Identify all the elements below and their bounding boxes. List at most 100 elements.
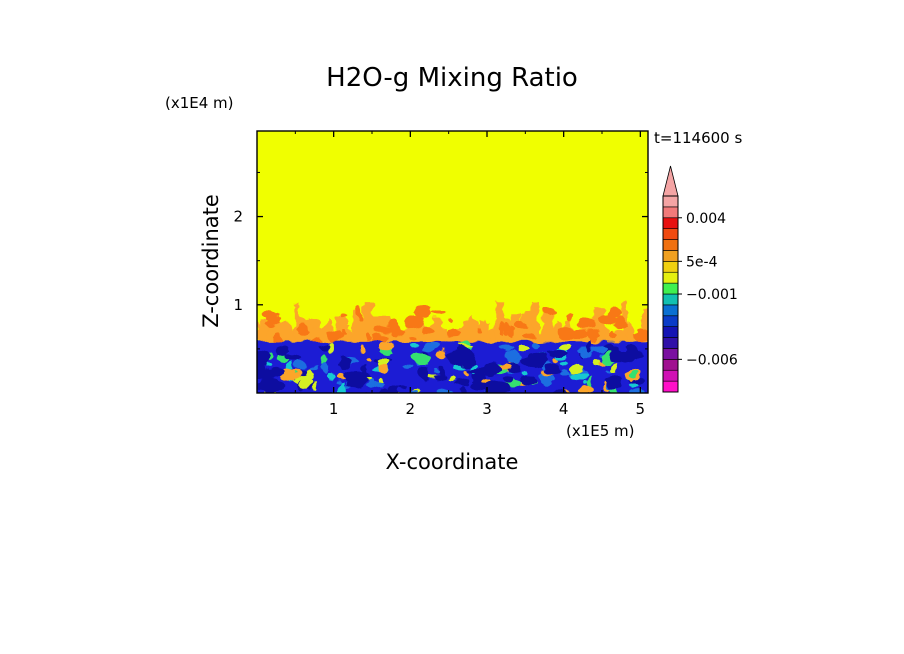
mixing-blob xyxy=(297,322,309,335)
layer-blob xyxy=(410,343,416,349)
layer-core xyxy=(617,349,636,362)
layer-core xyxy=(468,367,492,375)
y-axis-title: Z-coordinate xyxy=(199,194,223,328)
colorbar-cell xyxy=(662,293,679,306)
colorbar-cell xyxy=(662,380,679,393)
layer-blob xyxy=(551,389,568,393)
mixing-blob xyxy=(414,307,421,314)
colorbar-tick-label: −0.001 xyxy=(686,287,738,303)
layer-blob xyxy=(365,358,373,362)
layer-core xyxy=(605,375,622,390)
mixing-zone xyxy=(257,300,648,346)
plume xyxy=(469,330,479,342)
mixing-blob xyxy=(406,316,424,330)
plume xyxy=(434,325,440,342)
x-scale-label: (x1E5 m) xyxy=(566,422,635,440)
y-scale-label: (x1E4 m) xyxy=(165,94,234,112)
layer-blob xyxy=(578,385,594,393)
colorbar-cell xyxy=(662,271,679,284)
layer-blob xyxy=(506,362,522,373)
x-tick-label: 2 xyxy=(406,400,416,418)
plume xyxy=(294,327,301,342)
chart-title: H2O-g Mixing Ratio xyxy=(326,63,578,93)
colorbar-tick-label: 5e-4 xyxy=(686,254,718,270)
layer-blob xyxy=(285,353,301,361)
x-axis-title: X-coordinate xyxy=(386,450,519,474)
mixing-blob xyxy=(608,306,623,318)
mixing-blob xyxy=(355,310,363,316)
mixing-blob xyxy=(326,330,343,343)
layer-blob xyxy=(320,344,331,351)
mixing-blob xyxy=(446,329,462,336)
layer-blob xyxy=(583,380,589,384)
colorbar-cell xyxy=(662,239,679,251)
colorbar: 0.004 5e-4 −0.001 −0.006 xyxy=(662,165,738,393)
layer-blob xyxy=(361,345,366,352)
layer-blob xyxy=(322,361,329,374)
plume xyxy=(462,321,472,342)
mixing-blob xyxy=(559,326,575,340)
layer-blob xyxy=(440,365,445,375)
layer-blob xyxy=(447,377,456,382)
colorbar-cell xyxy=(662,228,679,240)
layer-core xyxy=(483,380,510,393)
plume xyxy=(641,307,647,342)
colorbar-cell xyxy=(662,282,679,295)
layer-blob xyxy=(629,383,639,389)
colorbar-cell xyxy=(662,359,679,371)
plume xyxy=(294,304,299,342)
layer-core xyxy=(520,375,537,386)
colorbar-cell xyxy=(662,337,679,349)
layer-core xyxy=(418,365,431,383)
mixing-blob xyxy=(541,307,555,315)
mixing-blob xyxy=(340,331,346,336)
mixing-blob xyxy=(601,313,607,320)
plume xyxy=(335,316,347,342)
layer-blob xyxy=(338,357,351,370)
plume xyxy=(531,311,537,342)
mixing-blob xyxy=(507,325,514,338)
layer-blob xyxy=(587,339,592,352)
layer-blob xyxy=(532,341,541,350)
layer-core xyxy=(257,370,275,380)
layer-core xyxy=(522,354,548,368)
mixing-blob xyxy=(633,331,648,340)
plume xyxy=(305,324,315,342)
mixing-blob xyxy=(578,318,595,329)
x-tick-label: 5 xyxy=(636,400,646,418)
mixing-blob xyxy=(390,324,402,338)
mixing-blob xyxy=(608,331,617,340)
plot-frame xyxy=(256,130,649,394)
layer-blob xyxy=(395,385,407,389)
plume xyxy=(646,315,648,342)
mixing-blob xyxy=(585,329,600,341)
layer-blob xyxy=(572,372,588,380)
layer-blob xyxy=(599,361,607,366)
plume xyxy=(441,329,447,342)
layer-blob xyxy=(298,377,313,390)
colorbar-cell xyxy=(662,217,679,229)
mixing-blob xyxy=(431,308,446,314)
colorbar-tick-label: −0.006 xyxy=(686,352,738,368)
layer-blob xyxy=(412,352,431,364)
layer-blob xyxy=(338,382,347,393)
time-label: t=114600 s xyxy=(654,129,742,147)
layer-core xyxy=(452,380,470,387)
layer-blob xyxy=(377,359,388,366)
plot-area xyxy=(257,131,648,393)
colorbar-cell xyxy=(662,304,679,317)
layer-blob xyxy=(437,350,448,360)
plume xyxy=(543,309,554,342)
mixing-blob xyxy=(342,312,348,319)
layer-blob xyxy=(437,389,454,393)
mixing-blob xyxy=(566,312,573,324)
layer-blob xyxy=(559,361,567,366)
layer-core xyxy=(447,350,477,368)
layer-blob xyxy=(401,364,412,369)
layer-blob xyxy=(558,370,571,377)
mixing-blob xyxy=(503,322,509,335)
axes: 1 2 3 4 5 1 2 xyxy=(233,131,648,418)
layer-core xyxy=(257,378,285,393)
layer-blob xyxy=(367,378,375,388)
layer-blob xyxy=(520,369,528,376)
